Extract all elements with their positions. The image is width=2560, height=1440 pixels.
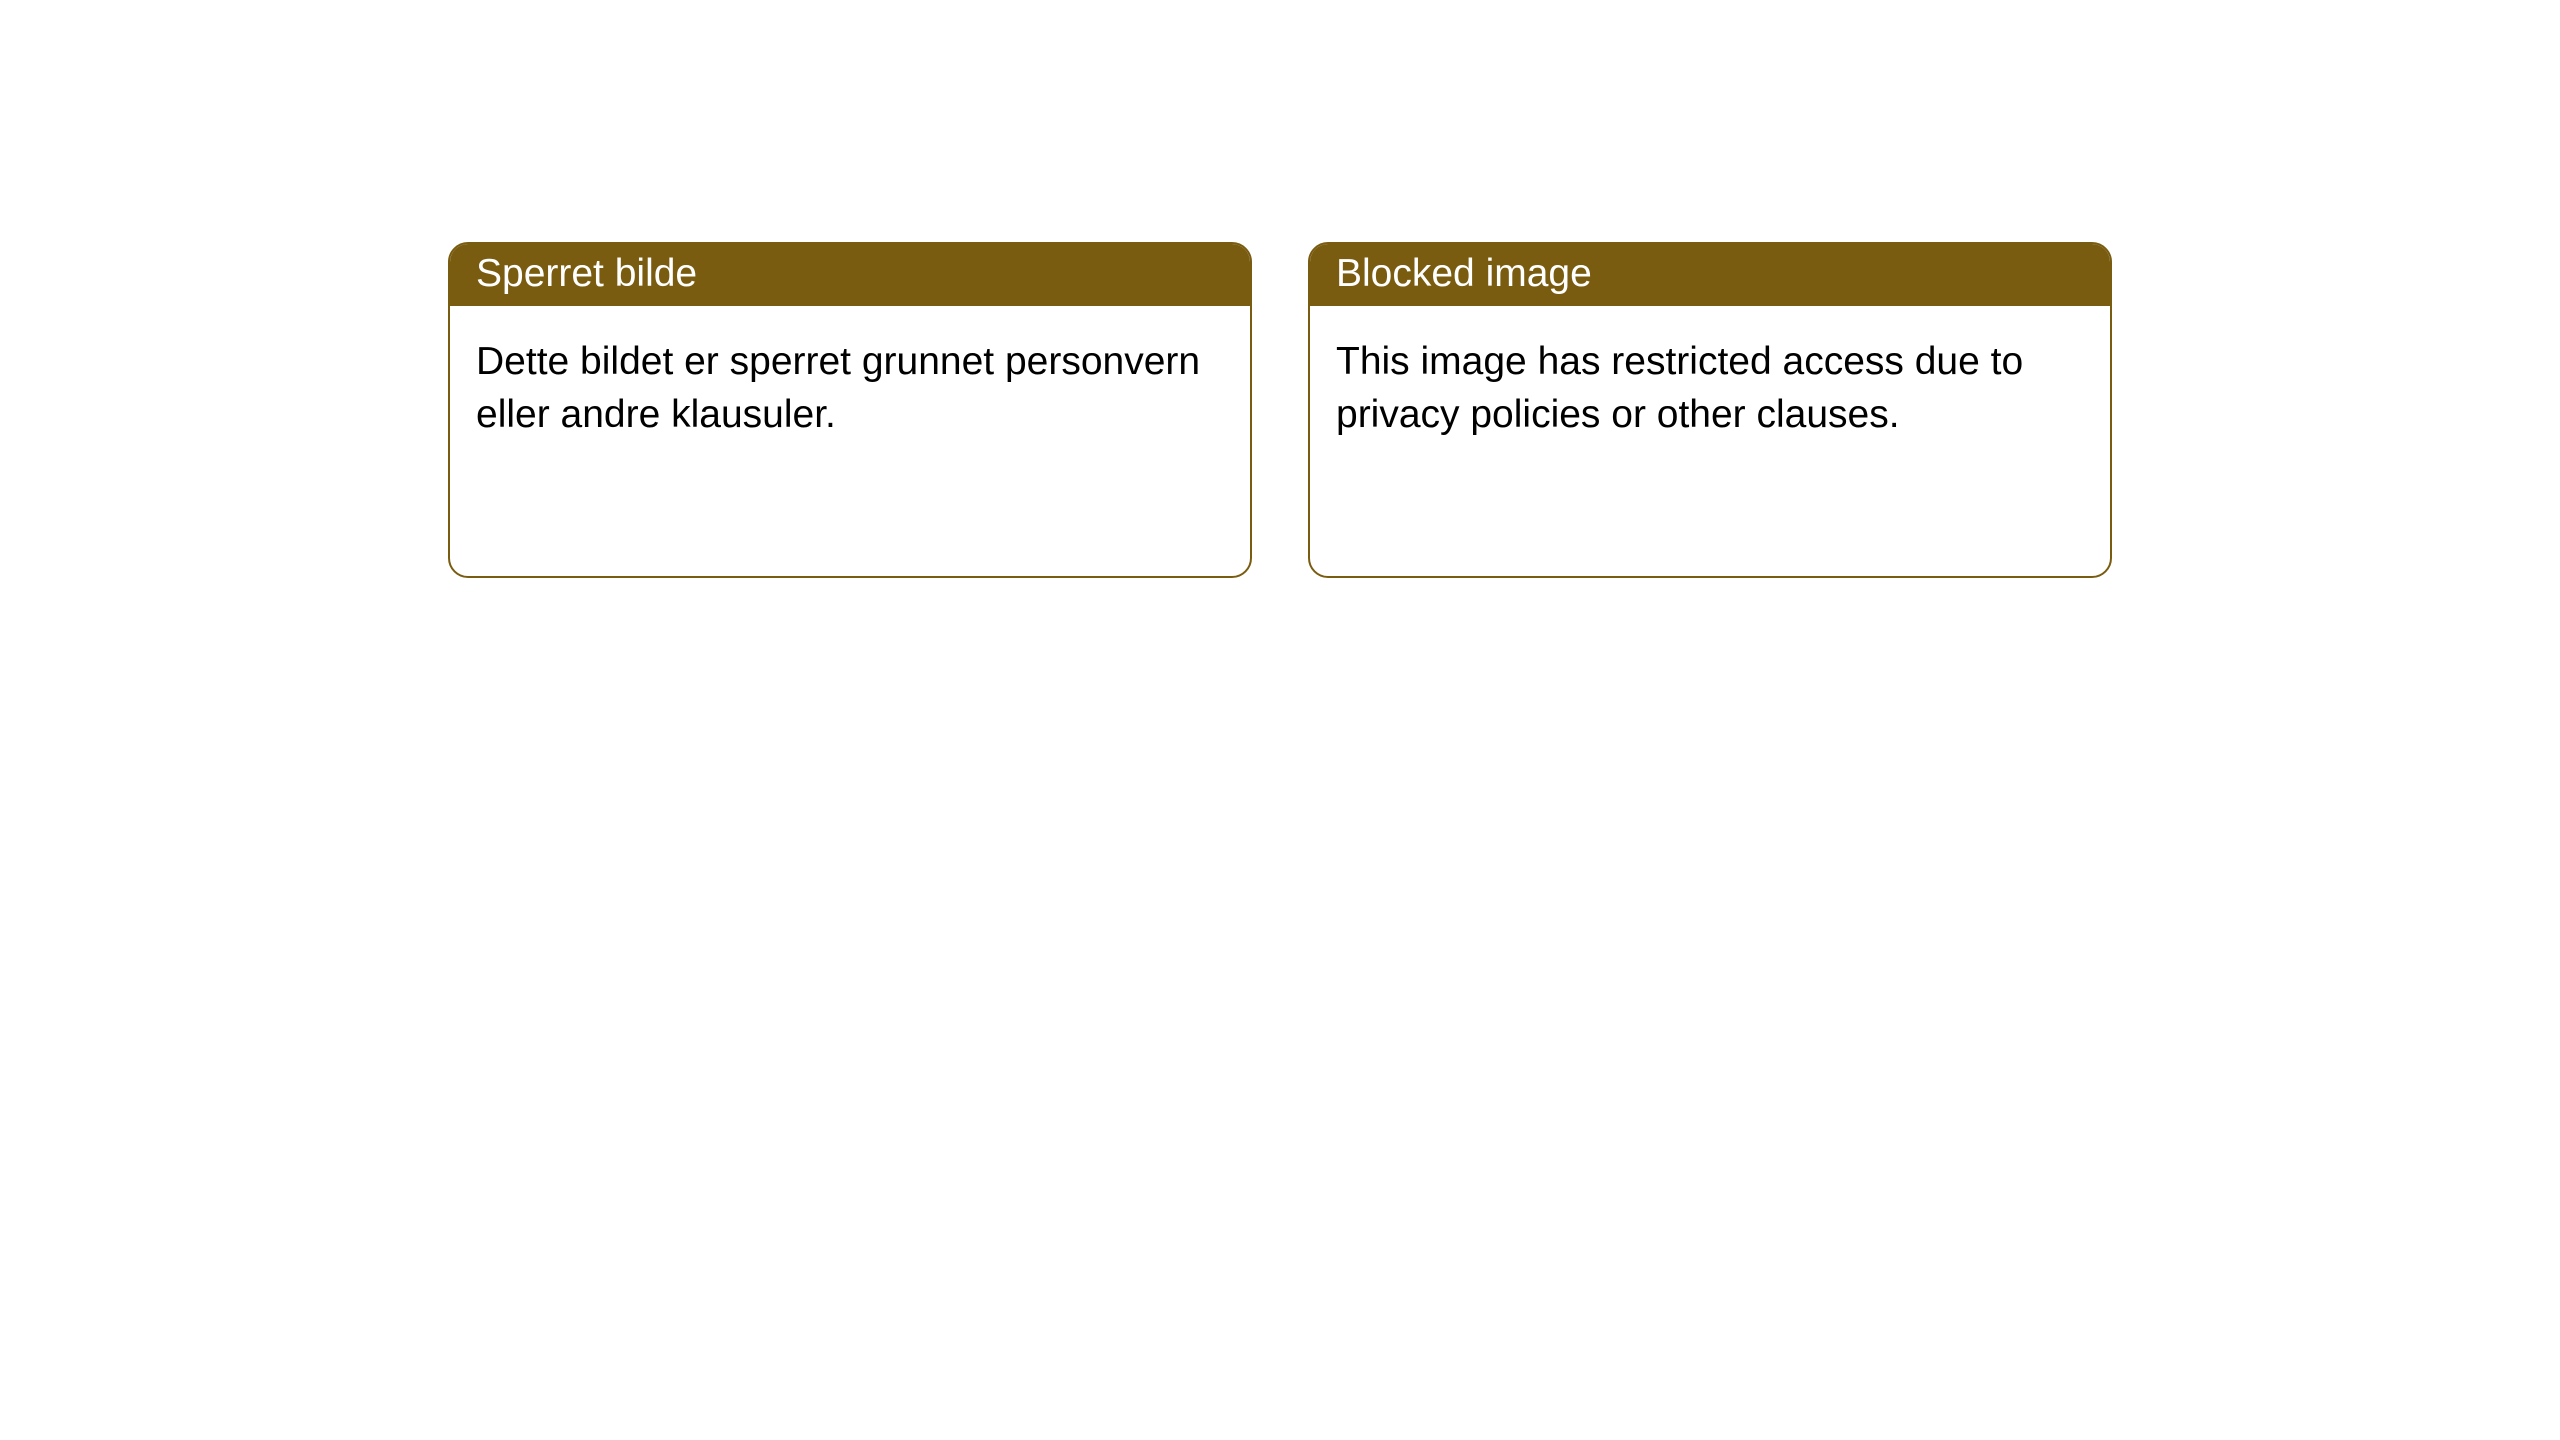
card-body-norwegian: Dette bildet er sperret grunnet personve…: [450, 306, 1250, 471]
card-norwegian: Sperret bilde Dette bildet er sperret gr…: [448, 242, 1252, 578]
card-body-english: This image has restricted access due to …: [1310, 306, 2110, 471]
card-header-norwegian: Sperret bilde: [450, 244, 1250, 306]
card-english: Blocked image This image has restricted …: [1308, 242, 2112, 578]
card-header-english: Blocked image: [1310, 244, 2110, 306]
card-container: Sperret bilde Dette bildet er sperret gr…: [0, 0, 2560, 578]
